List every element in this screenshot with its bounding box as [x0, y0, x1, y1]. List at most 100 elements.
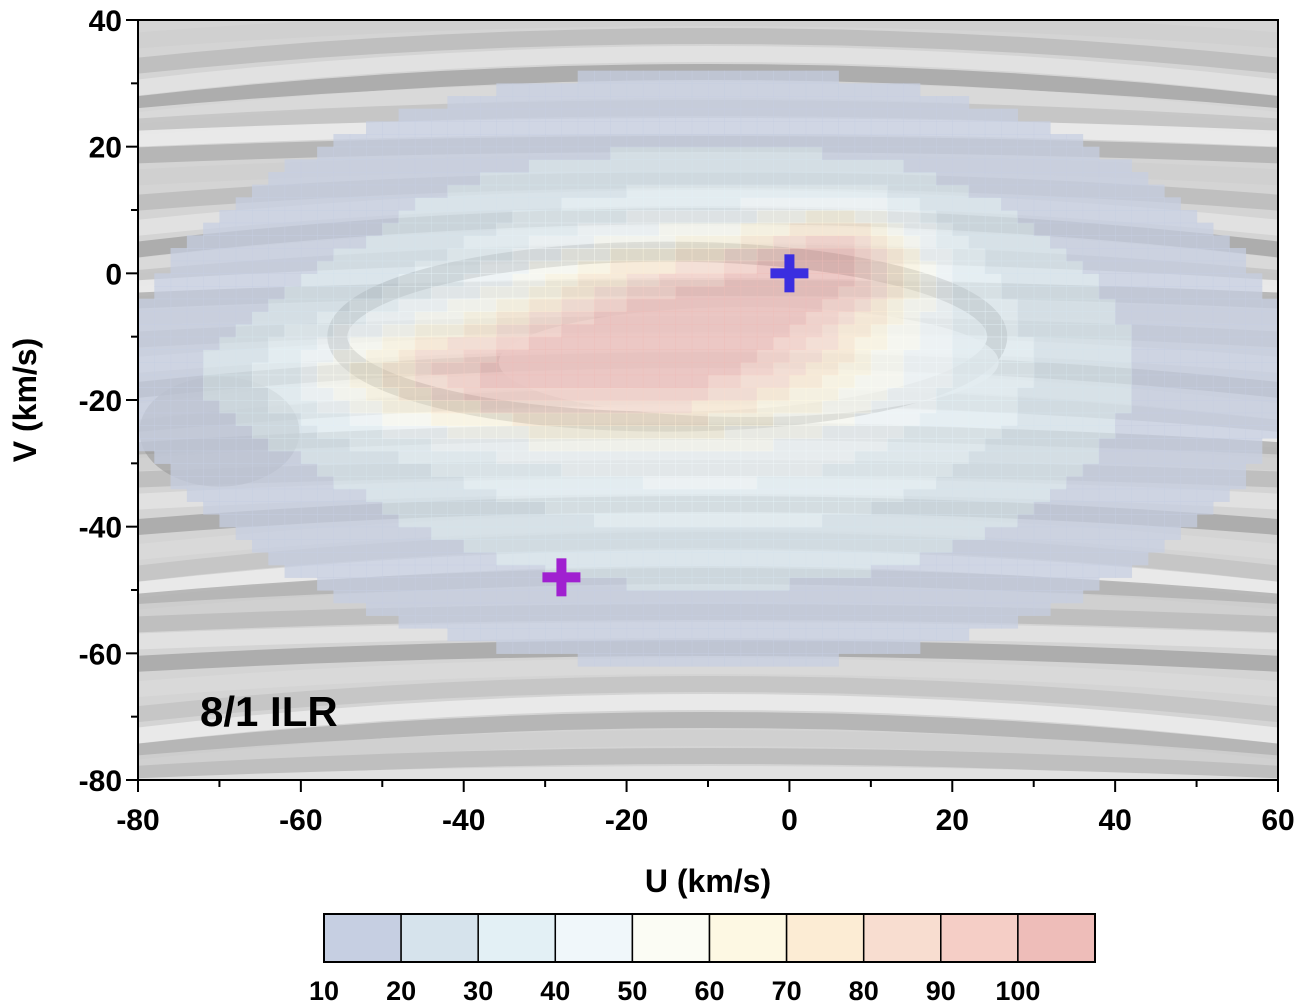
density-cell	[854, 349, 872, 363]
density-cell	[203, 336, 221, 350]
density-cell	[496, 425, 514, 439]
density-cell	[740, 172, 758, 186]
density-cell	[545, 121, 563, 135]
density-cell	[1082, 412, 1100, 426]
density-cell	[822, 83, 839, 97]
density-cell	[463, 602, 481, 616]
density-cell	[1001, 336, 1019, 350]
density-cell	[952, 248, 970, 262]
density-cell	[642, 286, 660, 300]
density-cell	[870, 121, 888, 135]
density-cell	[561, 210, 579, 224]
density-cell	[1001, 438, 1019, 452]
density-cell	[366, 210, 383, 224]
density-cell	[675, 146, 693, 160]
density-cell	[756, 311, 774, 325]
density-cell	[545, 298, 563, 312]
density-cell	[284, 425, 302, 439]
density-cell	[838, 235, 856, 249]
density-cell	[512, 248, 530, 262]
density-cell	[1066, 336, 1084, 350]
density-cell	[887, 602, 905, 616]
density-cell	[1033, 450, 1051, 464]
density-cell	[414, 577, 432, 591]
density-cell	[691, 235, 709, 249]
density-cell	[528, 552, 546, 566]
density-cell	[854, 172, 872, 186]
density-cell	[626, 476, 644, 490]
density-cell	[1115, 172, 1133, 186]
density-cell	[708, 400, 725, 414]
density-cell	[691, 184, 709, 198]
density-cell	[1001, 248, 1019, 262]
colorbar-label: 80	[849, 976, 879, 1006]
density-cell	[235, 400, 253, 414]
density-cell	[919, 311, 937, 325]
density-cell	[382, 324, 400, 338]
density-cell	[382, 412, 400, 426]
density-cell	[186, 438, 204, 452]
density-cell	[887, 210, 905, 224]
density-cell	[968, 564, 986, 578]
density-cell	[691, 298, 709, 312]
density-cell	[626, 526, 644, 540]
density-cell	[1001, 311, 1019, 325]
density-cell	[968, 438, 986, 452]
density-cell	[561, 222, 579, 236]
density-cell	[1180, 222, 1198, 236]
density-cell	[577, 197, 595, 211]
density-cell	[447, 311, 465, 325]
density-cell	[1050, 412, 1067, 426]
density-cell	[952, 159, 970, 173]
density-cell	[822, 134, 839, 148]
density-cell	[1147, 311, 1165, 325]
density-cell	[659, 298, 677, 312]
density-cell	[398, 526, 416, 540]
density-cell	[333, 197, 351, 211]
density-cell	[1115, 564, 1133, 578]
density-cell	[1082, 438, 1100, 452]
density-cell	[675, 590, 693, 604]
density-cell	[496, 362, 514, 376]
density-cell	[822, 121, 839, 135]
density-cell	[1082, 577, 1100, 591]
density-cell	[1017, 450, 1035, 464]
density-cell	[724, 539, 742, 553]
density-cell	[463, 438, 481, 452]
density-cell	[952, 146, 970, 160]
density-cell	[203, 438, 221, 452]
density-cell	[1066, 564, 1084, 578]
density-cell	[773, 349, 791, 363]
density-cell	[545, 260, 563, 274]
density-cell	[268, 387, 286, 401]
density-cell	[284, 235, 302, 249]
density-cell	[366, 564, 383, 578]
density-cell	[675, 552, 693, 566]
density-cell	[1164, 514, 1181, 528]
density-cell	[756, 184, 774, 198]
density-cell	[1033, 463, 1051, 477]
density-cell	[366, 260, 383, 274]
density-cell	[1050, 210, 1067, 224]
density-cell	[235, 526, 253, 540]
density-cell	[740, 628, 758, 642]
density-cell	[594, 248, 611, 262]
density-cell	[870, 463, 888, 477]
density-cell	[594, 362, 611, 376]
density-cell	[773, 438, 791, 452]
density-cell	[1001, 286, 1019, 300]
density-cell	[642, 273, 660, 287]
density-cell	[447, 159, 465, 173]
density-cell	[382, 438, 400, 452]
density-cell	[724, 324, 742, 338]
density-cell	[642, 400, 660, 414]
density-cell	[870, 552, 888, 566]
density-cell	[594, 539, 611, 553]
density-cell	[919, 463, 937, 477]
density-cell	[561, 324, 579, 338]
density-cell	[594, 425, 611, 439]
density-cell	[708, 235, 725, 249]
density-cell	[691, 412, 709, 426]
density-cell	[1164, 450, 1181, 464]
density-cell	[756, 628, 774, 642]
